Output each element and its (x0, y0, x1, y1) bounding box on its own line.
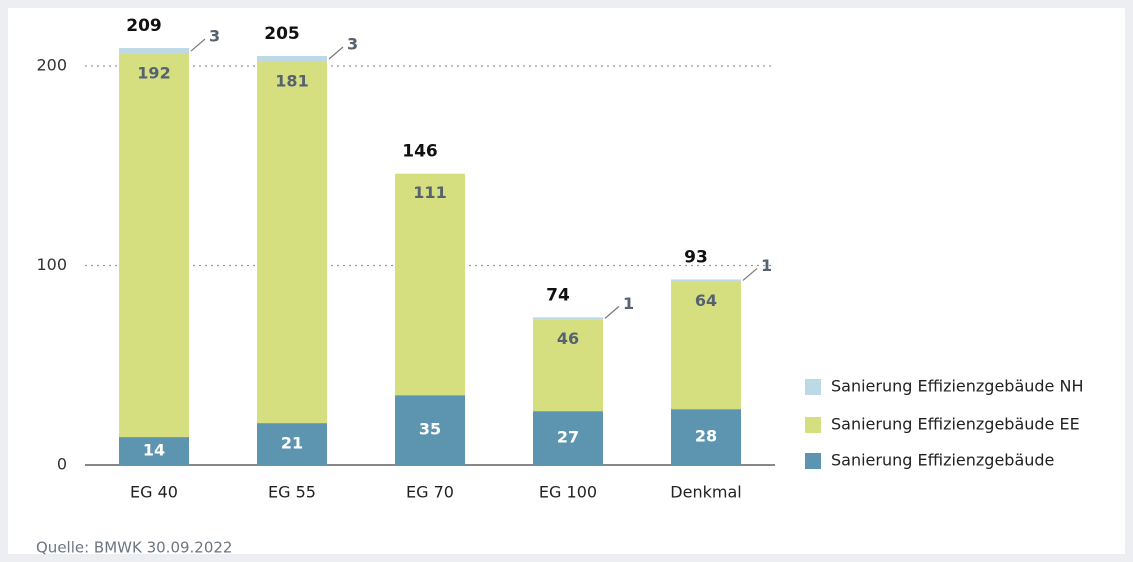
y-tick-label: 100 (36, 255, 67, 274)
leader-line (328, 46, 344, 60)
leader-line (604, 305, 620, 319)
value-label: 3 (347, 35, 358, 54)
legend-swatch (805, 379, 821, 395)
legend-label: Sanierung Effizienzgebäude EE (831, 415, 1080, 434)
y-tick-label: 0 (57, 455, 67, 474)
x-tick-label: EG 100 (539, 483, 597, 502)
bar-segment (533, 317, 603, 320)
bar-segment (533, 411, 603, 465)
legend-swatch (805, 453, 821, 469)
value-label: 3 (209, 27, 220, 46)
bar-segment (119, 437, 189, 465)
bar-segment (119, 48, 189, 55)
total-label: 205 (264, 24, 300, 44)
total-label: 146 (402, 142, 438, 162)
bar-segment (119, 54, 189, 438)
legend-swatch (805, 417, 821, 433)
total-label: 93 (684, 247, 708, 267)
legend-label: Sanierung Effizienzgebäude NH (831, 377, 1083, 396)
bar-segment (257, 56, 327, 63)
total-label: 74 (546, 285, 570, 305)
y-tick-label: 200 (36, 56, 67, 75)
value-label: 21 (281, 434, 303, 453)
x-tick-label: EG 70 (406, 483, 454, 502)
bar-segment (257, 423, 327, 465)
x-tick-label: EG 55 (268, 483, 316, 502)
value-label: 14 (143, 441, 165, 460)
x-tick-label: EG 40 (130, 483, 178, 502)
total-label: 209 (126, 16, 162, 36)
x-tick-label: Denkmal (670, 483, 741, 502)
value-label: 64 (695, 291, 717, 310)
value-label: 46 (557, 329, 579, 348)
value-label: 35 (419, 420, 441, 439)
legend-label: Sanierung Effizienzgebäude (831, 451, 1054, 470)
value-label: 181 (275, 72, 308, 91)
leader-line (190, 38, 206, 52)
value-label: 28 (695, 427, 717, 446)
leader-line (742, 268, 758, 281)
value-label: 1 (761, 256, 772, 275)
value-label: 111 (413, 183, 446, 202)
bar-segment (671, 279, 741, 282)
bar-segment (671, 409, 741, 465)
source: Quelle: BMWK 30.09.2022 (36, 539, 232, 557)
value-label: 192 (137, 64, 170, 83)
bar-segment (257, 62, 327, 424)
value-label: 27 (557, 428, 579, 447)
bar-segment (395, 173, 465, 396)
bar-segment (671, 281, 741, 410)
bar-segment (533, 319, 603, 412)
bar-segment (395, 395, 465, 465)
value-label: 1 (623, 294, 634, 313)
